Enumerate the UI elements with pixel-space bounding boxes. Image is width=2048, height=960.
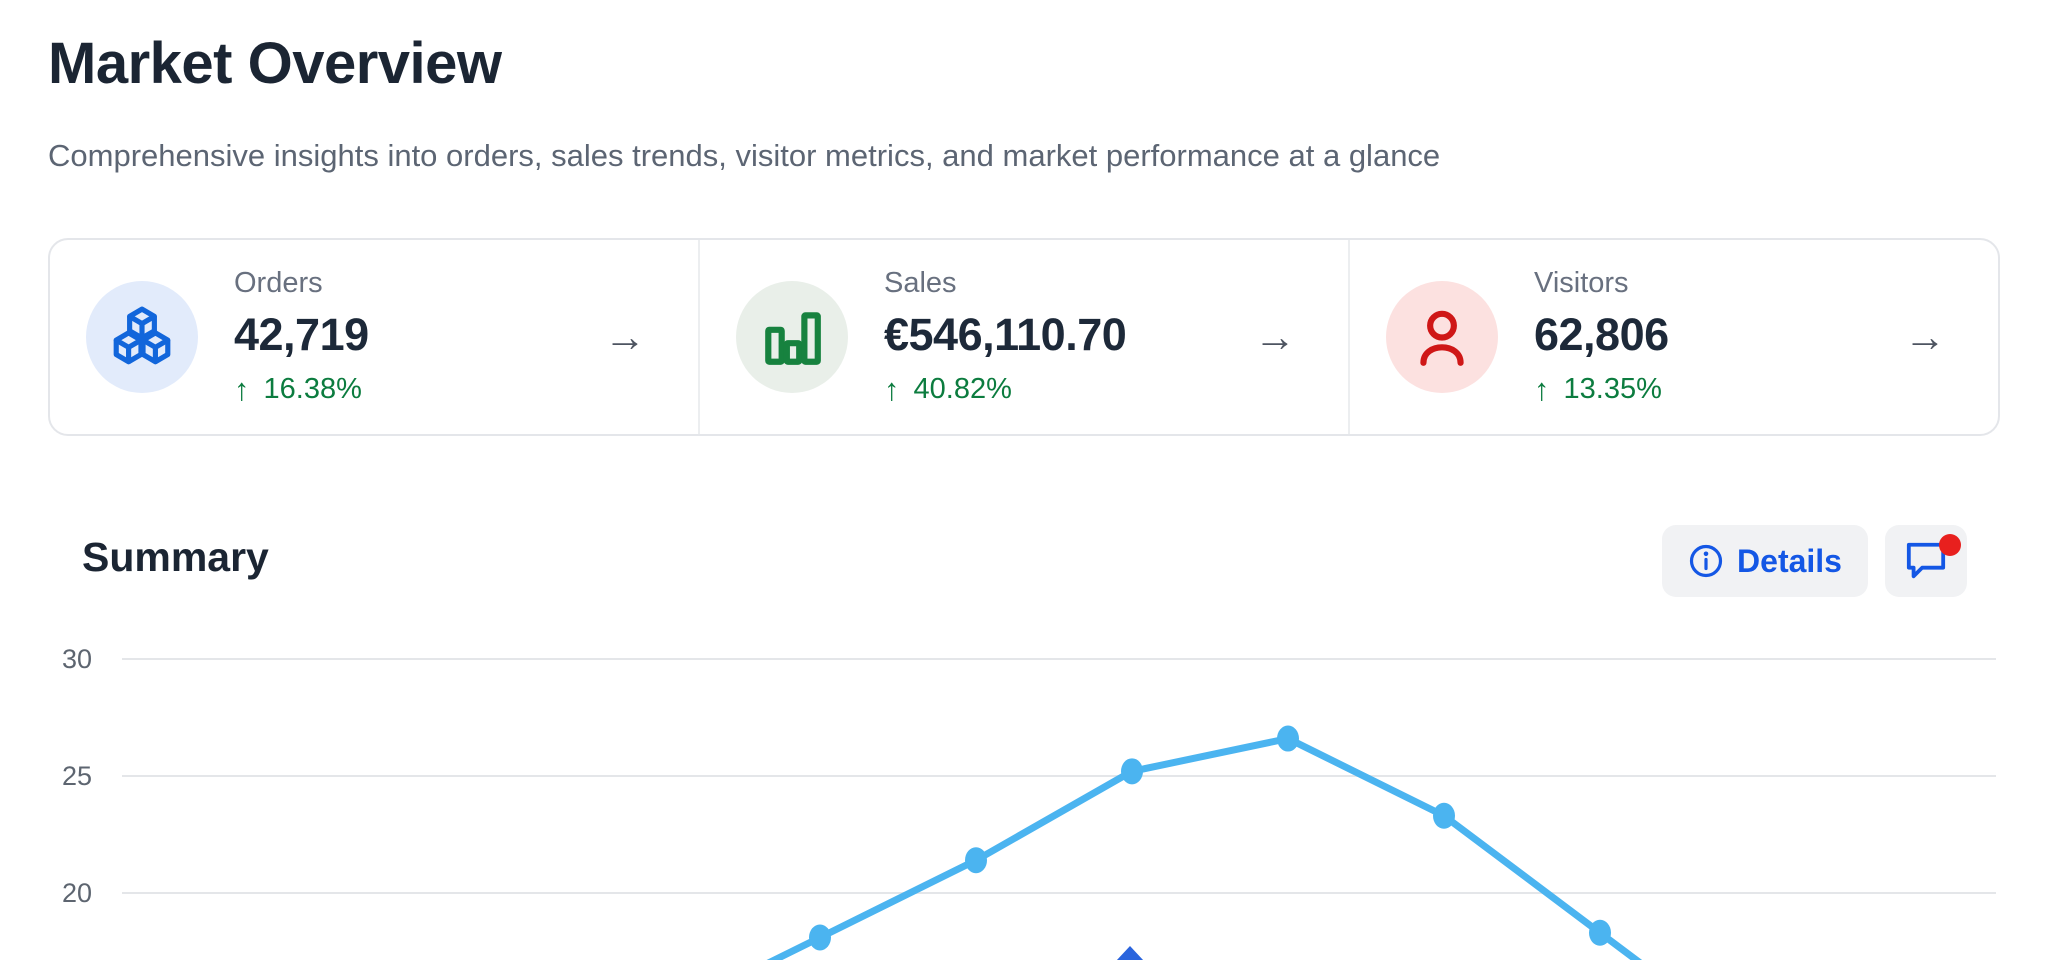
svg-text:30: 30	[62, 644, 92, 674]
page-subtitle: Comprehensive insights into orders, sale…	[48, 138, 1441, 173]
stat-delta-value: 16.38%	[263, 373, 362, 405]
up-arrow-icon: ↑	[884, 371, 900, 407]
orders-icon-circle	[86, 281, 198, 393]
stat-delta-value: 13.35%	[1563, 373, 1662, 405]
stat-delta-value: 40.82%	[913, 373, 1012, 405]
line-data-point	[1277, 725, 1299, 752]
details-button-label: Details	[1737, 542, 1842, 579]
visitors-icon-circle	[1386, 281, 1498, 393]
line-data-point	[809, 924, 831, 951]
up-arrow-icon: ↑	[1534, 371, 1550, 407]
person-icon	[1409, 304, 1475, 370]
stat-value: 62,806	[1534, 308, 1669, 360]
stat-label: Sales	[884, 266, 957, 299]
svg-text:20: 20	[62, 878, 92, 908]
summary-line-chart: 30 25 20	[62, 644, 1996, 960]
stat-value: 42,719	[234, 308, 369, 360]
right-arrow-icon[interactable]: →	[1904, 313, 1946, 360]
stat-delta: ↑ 13.35%	[1534, 372, 1904, 408]
notification-badge	[1939, 534, 1961, 556]
stat-card-visitors[interactable]: Visitors 62,806 ↑ 13.35% →	[1348, 240, 1998, 434]
stat-delta: ↑ 40.82%	[884, 372, 1254, 408]
stat-label: Orders	[234, 266, 323, 299]
cubes-icon	[109, 304, 175, 370]
sales-icon-circle	[736, 281, 848, 393]
bar-chart-icon	[759, 304, 825, 370]
info-icon	[1688, 543, 1724, 579]
page-title: Market Overview	[48, 31, 502, 96]
line-data-point	[1589, 919, 1611, 946]
details-button[interactable]: Details	[1662, 525, 1868, 597]
line-data-point	[1433, 802, 1455, 829]
stat-card-sales[interactable]: Sales €546,110.70 ↑ 40.82% →	[698, 240, 1348, 434]
section-title-summary: Summary	[82, 534, 269, 580]
annotation-marker	[1116, 946, 1144, 960]
stat-value: €546,110.70	[884, 308, 1127, 360]
stat-delta: ↑ 16.38%	[234, 372, 604, 408]
right-arrow-icon[interactable]: →	[1254, 313, 1296, 360]
stat-label: Visitors	[1534, 266, 1629, 299]
stat-card-orders[interactable]: Orders 42,719 ↑ 16.38% →	[50, 240, 698, 434]
comments-button[interactable]	[1885, 525, 1967, 597]
line-data-point	[1121, 758, 1143, 785]
up-arrow-icon: ↑	[234, 371, 250, 407]
svg-text:25: 25	[62, 761, 92, 791]
line-data-point	[965, 847, 987, 874]
right-arrow-icon[interactable]: →	[604, 313, 646, 360]
stats-row: Orders 42,719 ↑ 16.38% → Sales €546,110.…	[48, 238, 2000, 436]
